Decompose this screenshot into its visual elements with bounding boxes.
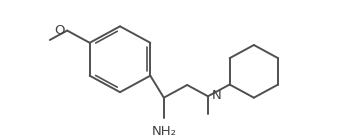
Text: N: N — [212, 89, 222, 102]
Text: O: O — [55, 24, 65, 37]
Text: NH₂: NH₂ — [151, 125, 176, 138]
